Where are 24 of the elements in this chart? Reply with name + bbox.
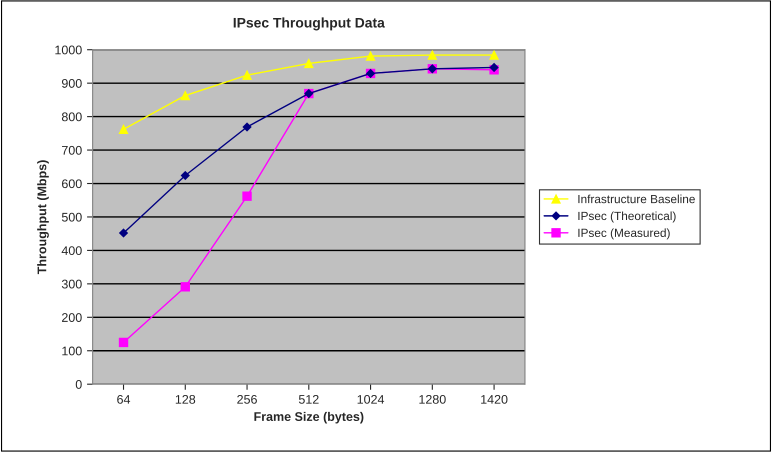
chart-title: IPsec Throughput Data [234, 17, 385, 30]
y-tick-label: 100 [62, 346, 82, 356]
y-tick-label: 600 [62, 179, 82, 188]
y-tick-label: 900 [62, 78, 82, 88]
x-axis-title: Frame Size (bytes) [254, 412, 364, 424]
legend-label: IPsec (Measured) [578, 228, 670, 240]
y-tick-label: 800 [62, 112, 82, 122]
y-tick-label: 200 [62, 313, 82, 322]
x-tick-label: 128 [176, 394, 196, 404]
y-axis-title: Throughput (Mbps) [37, 160, 49, 274]
y-tick-label: 400 [62, 246, 82, 256]
legend-label: Infrastructure Baseline [578, 194, 695, 204]
x-tick-label: 64 [117, 394, 130, 404]
x-tick-label: 512 [298, 394, 319, 404]
y-tick-label: 300 [62, 280, 82, 289]
legend-label: IPsec (Theoretical) [578, 211, 676, 222]
x-tick-label: 1420 [481, 394, 508, 404]
y-tick-label: 700 [62, 146, 82, 155]
x-tick-label: 1024 [358, 394, 384, 404]
y-tick-label: 1000 [55, 46, 82, 54]
y-tick-label: 500 [62, 212, 82, 222]
x-tick-label: 1280 [419, 394, 446, 404]
x-tick-label: 256 [237, 394, 257, 404]
y-tick-label: 0 [76, 380, 82, 389]
